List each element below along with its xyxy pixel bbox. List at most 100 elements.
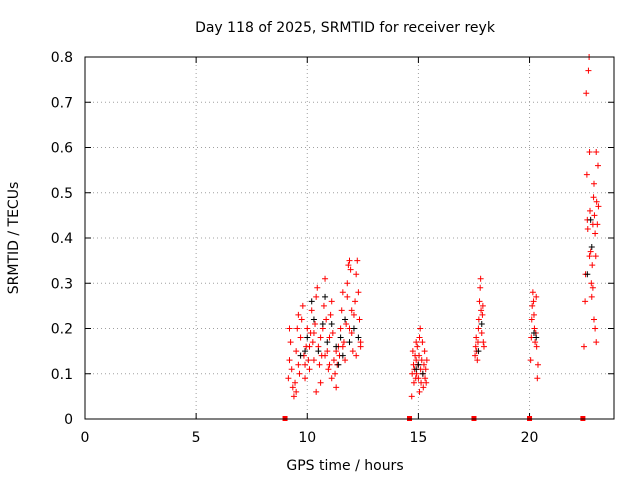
data-point [354, 257, 361, 264]
data-point [589, 284, 596, 291]
data-point-dark [346, 339, 353, 346]
data-point [423, 379, 430, 386]
data-point [286, 357, 293, 364]
data-point [302, 375, 309, 382]
y-tick-label: 0.7 [51, 95, 73, 111]
data-point [583, 171, 590, 178]
data-point [312, 320, 319, 327]
data-point [338, 307, 345, 314]
data-point [474, 357, 481, 364]
data-point [310, 357, 317, 364]
data-point [587, 248, 594, 255]
data-point-dark [319, 320, 326, 327]
data-point [316, 361, 323, 368]
data-point [350, 311, 357, 318]
data-point [292, 379, 299, 386]
data-point [534, 361, 541, 368]
y-tick-label: 0 [64, 412, 73, 428]
data-point [416, 352, 423, 359]
data-point [528, 316, 535, 323]
data-point [593, 198, 600, 205]
data-point [529, 302, 536, 309]
data-point [415, 375, 422, 382]
data-point-dark [337, 334, 344, 341]
data-point [344, 293, 351, 300]
data-point [295, 311, 302, 318]
data-point [595, 203, 602, 210]
data-point [322, 352, 329, 359]
data-point [588, 280, 595, 287]
data-point [530, 298, 537, 305]
data-point [592, 230, 599, 237]
data-point [298, 316, 305, 323]
data-point [589, 262, 596, 269]
data-point [473, 334, 480, 341]
data-point [416, 388, 423, 395]
data-point [474, 339, 481, 346]
data-point [413, 339, 420, 346]
data-point-dark [587, 216, 594, 223]
data-point [313, 388, 320, 395]
data-point [472, 352, 479, 359]
data-point [326, 334, 333, 341]
x-tick-label: 5 [192, 430, 201, 446]
data-point [530, 311, 537, 318]
data-point [475, 316, 482, 323]
data-point [480, 339, 487, 346]
data-point [332, 370, 339, 377]
data-point-dark [415, 361, 422, 368]
data-point [582, 298, 589, 305]
data-point [422, 366, 429, 373]
data-point [352, 298, 359, 305]
plot-frame [84, 56, 615, 420]
data-point [592, 253, 599, 260]
data-point-dark [335, 361, 342, 368]
data-point [408, 393, 415, 400]
data-point [322, 275, 329, 282]
data-point [413, 357, 420, 364]
data-point [344, 280, 351, 287]
data-point [472, 343, 479, 350]
data-point [480, 343, 487, 350]
data-point-dark [533, 334, 540, 341]
data-point-dark [475, 348, 482, 355]
data-point-dark [315, 348, 322, 355]
point-layer [282, 54, 602, 421]
data-point [355, 289, 362, 296]
data-point [479, 311, 486, 318]
data-point [417, 325, 424, 332]
data-point [285, 375, 292, 382]
data-point [328, 298, 335, 305]
data-point [353, 352, 360, 359]
data-point [348, 330, 355, 337]
data-point [418, 379, 425, 386]
data-point [317, 334, 324, 341]
x-tick-label: 20 [521, 430, 539, 446]
data-point [586, 149, 593, 156]
data-point [310, 330, 317, 337]
data-point [353, 271, 360, 278]
data-point [294, 325, 301, 332]
data-point [590, 194, 597, 201]
data-point-dark [322, 293, 329, 300]
data-point [306, 366, 313, 373]
data-point-dark [297, 352, 304, 359]
data-point [325, 366, 332, 373]
data-point [584, 225, 591, 232]
data-point [586, 207, 593, 214]
data-point [586, 253, 593, 260]
y-tick-label: 0.6 [51, 141, 73, 157]
data-point [349, 348, 356, 355]
x-axis-label: GPS time / hours [286, 458, 403, 474]
data-point [317, 379, 324, 386]
data-point-dark [302, 348, 309, 355]
data-point [329, 330, 336, 337]
data-point-dark [530, 330, 537, 337]
data-point-dark [478, 320, 485, 327]
data-point [477, 275, 484, 282]
data-point [304, 325, 311, 332]
data-point [295, 361, 302, 368]
data-point [340, 339, 347, 346]
data-point [333, 384, 340, 391]
